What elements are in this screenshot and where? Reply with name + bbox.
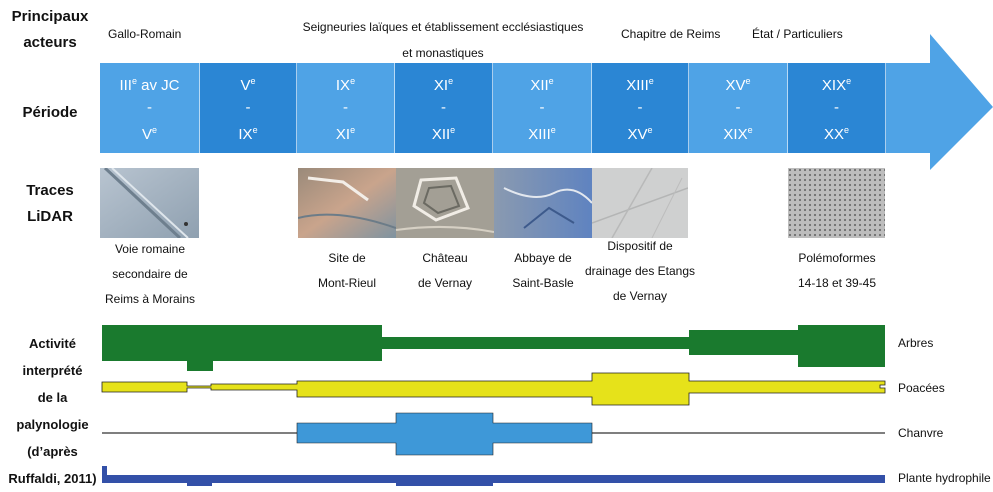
period-start: XVe (725, 76, 751, 94)
traces-label: Traces LiDAR (26, 182, 74, 225)
period-label: Période (22, 104, 78, 121)
palynology-profiles (101, 325, 886, 486)
label-poacees: Poacées (898, 381, 945, 395)
period-dash: - (147, 99, 152, 116)
actor-gallo-romain: Gallo-Romain (108, 27, 182, 41)
period-cell-5: XIIIe - XVe (592, 63, 689, 153)
period-dash: - (735, 99, 741, 116)
period-start: IXe (335, 76, 356, 94)
period-start: XIe (433, 76, 454, 94)
period-band-3 (395, 63, 493, 153)
period-end: XIXe (723, 125, 753, 143)
label-plante-hydrophile: Plante hydrophile (898, 471, 991, 485)
caption-drainage: Dispositif de drainage des Etangs de Ver… (584, 239, 696, 303)
period-dash: - (834, 99, 839, 116)
period-dash: - (343, 99, 348, 116)
profile-poacees (101, 372, 886, 406)
caption-voie-romaine: Voie romaine secondaire de Reims à Morai… (104, 242, 196, 306)
period-cell-0: IIIe av JC - Ve (100, 63, 200, 153)
caption-mont-rieul: Site de Mont-Rieul (317, 251, 377, 290)
label-arbres: Arbres (898, 336, 934, 350)
timeline-arrow (100, 34, 993, 170)
lidar-chateau (396, 168, 494, 238)
period-end: XXe (823, 125, 850, 143)
period-start: IIIe av JC (119, 76, 180, 94)
lidar-drainage (592, 168, 688, 238)
lidar-voie-romaine (100, 168, 199, 238)
period-start: XIXe (821, 76, 852, 94)
period-cell-2: IXe - XIe (297, 63, 395, 153)
actor-chapitre: Chapitre de Reims (621, 27, 721, 41)
actor-etat: État / Particuliers (752, 27, 843, 41)
period-dash: - (637, 99, 643, 116)
caption-abbaye: Abbaye de Saint-Basle (512, 251, 574, 290)
period-end: IXe (238, 125, 258, 143)
caption-chateau: Château de Vernay (417, 251, 473, 290)
period-end: XIIe (431, 125, 456, 143)
period-cell-4: XIIe - XIIIe (493, 63, 592, 153)
lidar-mont-rieul (298, 168, 396, 238)
activity-label: Activité interprété de la palynologie (d… (8, 336, 97, 486)
period-end: XVe (627, 125, 653, 143)
period-cell-1: Ve - IXe (200, 63, 297, 153)
period-band-1 (200, 63, 297, 153)
caption-polemoformes: Polémoformes 14-18 et 39-45 (797, 251, 877, 290)
period-band-7 (788, 63, 886, 153)
period-dash: - (539, 99, 545, 116)
label-chanvre: Chanvre (898, 426, 944, 440)
lidar-polemoformes (788, 168, 885, 238)
lidar-abbaye (494, 168, 592, 238)
period-start: XIIIe (626, 76, 654, 94)
period-end: XIe (335, 125, 356, 143)
period-dash: - (441, 99, 446, 116)
arrow-shape (100, 34, 993, 170)
profile-arbres (102, 325, 885, 371)
profile-plante-hydrophile (102, 466, 885, 486)
period-band-5 (592, 63, 689, 153)
period-cell-7: XIXe - XXe (788, 63, 886, 153)
actors-label: Principaux acteurs (11, 8, 89, 51)
period-cell-6: XVe - XIXe (689, 63, 788, 153)
profile-chanvre (296, 412, 593, 456)
actor-seigneuries: Seigneuries laïques et établissement ecc… (302, 20, 584, 60)
period-dash: - (245, 99, 251, 116)
period-end: XIIIe (528, 125, 556, 143)
period-start: XIIe (530, 76, 554, 94)
period-cell-3: XIe - XIIe (395, 63, 493, 153)
period-start: Ve (240, 76, 256, 94)
period-end: Ve (141, 125, 158, 143)
